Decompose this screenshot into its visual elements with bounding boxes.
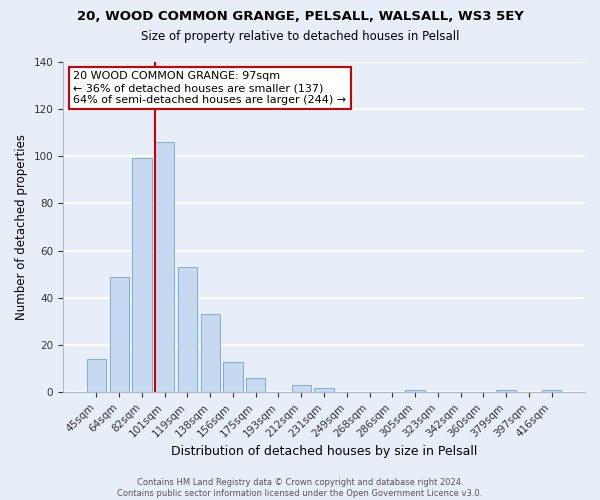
Bar [200,314,220,392]
Bar [110,276,129,392]
Bar [246,378,265,392]
Text: Contains HM Land Registry data © Crown copyright and database right 2024.
Contai: Contains HM Land Registry data © Crown c… [118,478,482,498]
Text: 20, WOOD COMMON GRANGE, PELSALL, WALSALL, WS3 5EY: 20, WOOD COMMON GRANGE, PELSALL, WALSALL… [77,10,523,23]
Bar [155,142,175,393]
Bar [292,386,311,392]
Text: 20 WOOD COMMON GRANGE: 97sqm
← 36% of detached houses are smaller (137)
64% of s: 20 WOOD COMMON GRANGE: 97sqm ← 36% of de… [73,72,347,104]
Bar [496,390,516,392]
X-axis label: Distribution of detached houses by size in Pelsall: Distribution of detached houses by size … [171,444,477,458]
Bar [542,390,561,392]
Bar [178,267,197,392]
Bar [406,390,425,392]
Text: Size of property relative to detached houses in Pelsall: Size of property relative to detached ho… [141,30,459,43]
Bar [132,158,152,392]
Bar [314,388,334,392]
Bar [87,360,106,392]
Bar [223,362,242,392]
Y-axis label: Number of detached properties: Number of detached properties [15,134,28,320]
